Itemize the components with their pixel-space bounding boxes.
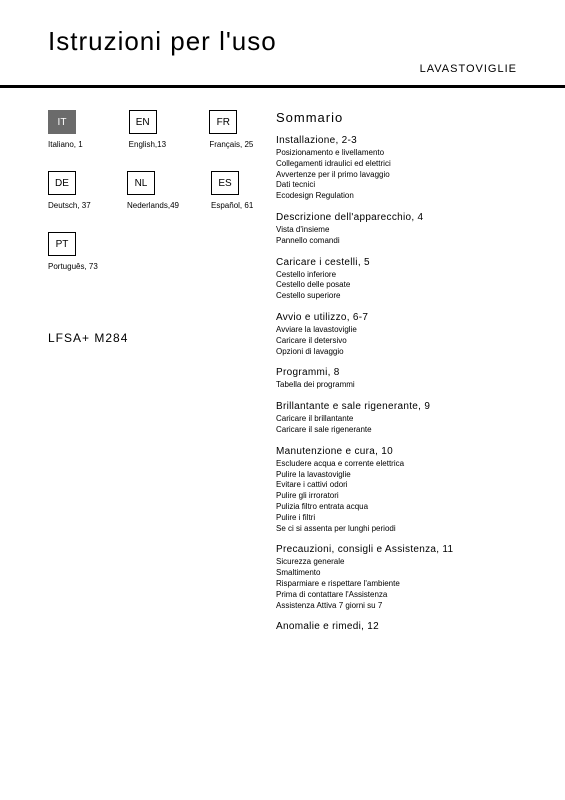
toc-item: Escludere acqua e corrente elettrica [276, 459, 517, 470]
toc-item: Assistenza Attiva 7 giorni su 7 [276, 601, 517, 612]
toc-item: Sicurezza generale [276, 557, 517, 568]
language-label: Deutsch, 37 [48, 201, 95, 210]
toc-section-heading: Avvio e utilizzo, 6-7 [276, 312, 517, 323]
toc-item: Evitare i cattivi odori [276, 480, 517, 491]
model-number: LFSA+ M284 [48, 331, 258, 345]
toc-item: Opzioni di lavaggio [276, 347, 517, 358]
toc-sections: Installazione, 2-3 Posizionamento e livel… [276, 135, 517, 632]
language-code-box: FR [209, 110, 237, 134]
language-option[interactable]: DE Deutsch, 37 [48, 171, 95, 210]
toc-item: Collegamenti idraulici ed elettrici [276, 159, 517, 170]
toc-item: Pulizia filtro entrata acqua [276, 502, 517, 513]
toc-section: Manutenzione e cura, 10 Escludere acqua e… [276, 446, 517, 535]
toc-item: Caricare il brillantante [276, 414, 517, 425]
language-code-box: DE [48, 171, 76, 195]
toc-item: Pulire i filtri [276, 513, 517, 524]
language-label: Nederlands,49 [127, 201, 179, 210]
toc-section: Installazione, 2-3 Posizionamento e livel… [276, 135, 517, 202]
toc-item: Posizionamento e livellamento [276, 148, 517, 159]
toc-item: Pannello comandi [276, 236, 517, 247]
toc-item: Ecodesign Regulation [276, 191, 517, 202]
language-row: PT Português, 73 [48, 232, 258, 271]
language-row: DE Deutsch, 37 NL Nederlands,49 ES Español, 6… [48, 171, 258, 210]
language-code-box: ES [211, 171, 239, 195]
language-code-box: EN [129, 110, 157, 134]
toc-section: Brillantante e sale rigenerante, 9 Carica… [276, 401, 517, 436]
toc-item: Vista d'insieme [276, 225, 517, 236]
page-header: Istruzioni per l'uso LAVASTOVIGLIE [0, 0, 565, 75]
toc-item: Caricare il detersivo [276, 336, 517, 347]
toc-section-heading: Descrizione dell'apparecchio, 4 [276, 212, 517, 223]
language-row: IT Italiano, 1 EN English,13 FR Français, 25 [48, 110, 258, 149]
language-option[interactable]: ES Español, 61 [211, 171, 258, 210]
toc-item: Smaltimento [276, 568, 517, 579]
language-label: Português, 73 [48, 262, 104, 271]
toc-section: Precauzioni, consigli e Assistenza, 11 Si… [276, 544, 517, 611]
language-option[interactable]: FR Français, 25 [209, 110, 258, 149]
document-subtitle: LAVASTOVIGLIE [48, 63, 517, 75]
toc-title: Sommario [276, 110, 517, 125]
language-label: Italiano, 1 [48, 140, 97, 149]
toc-item: Pulire la lavastoviglie [276, 470, 517, 481]
toc-item: Prima di contattare l'Assistenza [276, 590, 517, 601]
toc-item: Cestello inferiore [276, 270, 517, 281]
toc-item: Caricare il sale rigenerante [276, 425, 517, 436]
toc-item: Tabella dei programmi [276, 380, 517, 391]
toc-item: Cestello delle posate [276, 280, 517, 291]
language-option[interactable]: PT Português, 73 [48, 232, 104, 271]
language-code-box: PT [48, 232, 76, 256]
content-area: IT Italiano, 1 EN English,13 FR Français, 25 D… [0, 88, 565, 642]
toc-section-heading: Precauzioni, consigli e Assistenza, 11 [276, 544, 517, 555]
toc-section: Descrizione dell'apparecchio, 4 Vista d'i… [276, 212, 517, 247]
toc-section: Anomalie e rimedi, 12 [276, 621, 517, 632]
language-option[interactable]: EN English,13 [129, 110, 178, 149]
language-label: English,13 [129, 140, 178, 149]
language-label: Français, 25 [209, 140, 258, 149]
toc-item: Avvertenze per il primo lavaggio [276, 170, 517, 181]
toc-section-heading: Brillantante e sale rigenerante, 9 [276, 401, 517, 412]
toc-section-heading: Anomalie e rimedi, 12 [276, 621, 517, 632]
document-title: Istruzioni per l'uso [48, 26, 517, 57]
language-option[interactable]: NL Nederlands,49 [127, 171, 179, 210]
toc-section-heading: Caricare i cestelli, 5 [276, 257, 517, 268]
toc-section: Caricare i cestelli, 5 Cestello inferiore… [276, 257, 517, 302]
left-column: IT Italiano, 1 EN English,13 FR Français, 25 D… [48, 110, 258, 642]
language-grid: IT Italiano, 1 EN English,13 FR Français, 25 D… [48, 110, 258, 271]
right-column: Sommario Installazione, 2-3 Posizionament… [258, 110, 517, 642]
toc-section-heading: Installazione, 2-3 [276, 135, 517, 146]
toc-item: Pulire gli irroratori [276, 491, 517, 502]
language-code-box: IT [48, 110, 76, 134]
toc-item: Avviare la lavastoviglie [276, 325, 517, 336]
toc-item: Dati tecnici [276, 180, 517, 191]
language-code-box: NL [127, 171, 155, 195]
language-option[interactable]: IT Italiano, 1 [48, 110, 97, 149]
toc-item: Cestello superiore [276, 291, 517, 302]
toc-section: Programmi, 8 Tabella dei programmi [276, 367, 517, 391]
toc-section-heading: Programmi, 8 [276, 367, 517, 378]
toc-item: Risparmiare e rispettare l'ambiente [276, 579, 517, 590]
toc-section-heading: Manutenzione e cura, 10 [276, 446, 517, 457]
language-label: Español, 61 [211, 201, 258, 210]
toc-item: Se ci si assenta per lunghi periodi [276, 524, 517, 535]
toc-section: Avvio e utilizzo, 6-7 Avviare la lavastov… [276, 312, 517, 357]
